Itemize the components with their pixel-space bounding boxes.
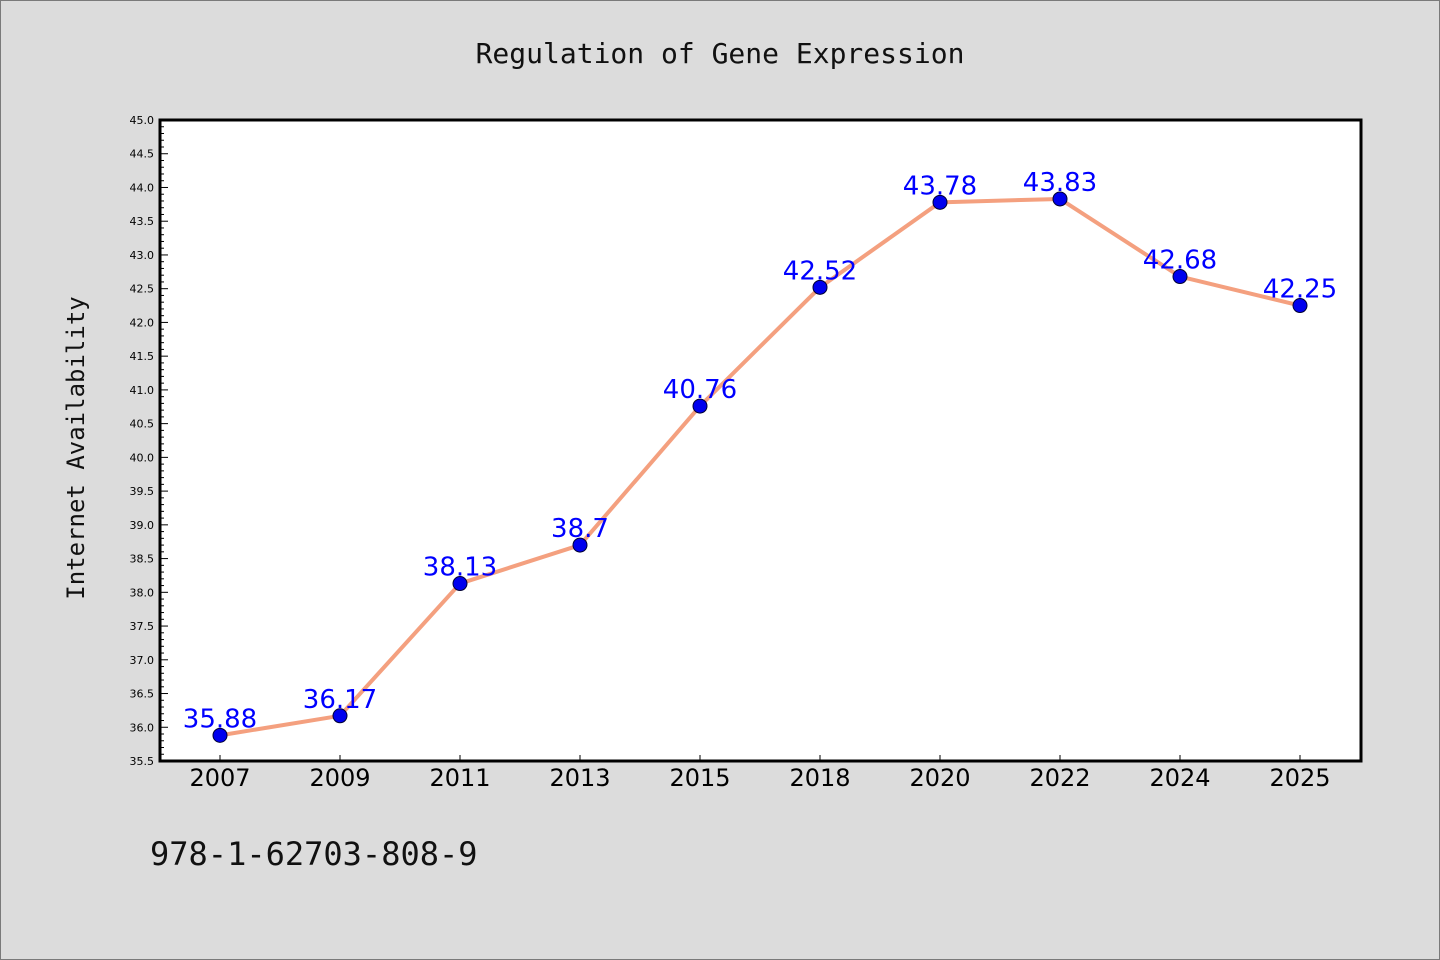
- data-label: 36.17: [303, 685, 377, 715]
- y-tick-label: 45.0: [130, 114, 155, 127]
- data-label: 40.76: [663, 375, 737, 405]
- y-tick-label: 42.5: [130, 283, 155, 296]
- y-tick-label: 43.5: [130, 215, 155, 228]
- data-point: [212, 727, 228, 743]
- series-layer: 35.88 36.17 38.13 38.7 40.76 42.52 43.78 43.83 4…: [183, 168, 1337, 743]
- data-label: 43.83: [1023, 168, 1097, 198]
- data-label: 42.25: [1263, 275, 1337, 305]
- data-point: [452, 576, 468, 592]
- series-line: [219, 196, 1301, 738]
- y-axis-label: Internet Availability: [62, 296, 90, 599]
- y-tick-label: 36.0: [130, 721, 155, 734]
- data-point: [812, 279, 828, 295]
- data-label: 35.88: [183, 704, 257, 734]
- x-tick-label: 2011: [429, 764, 490, 792]
- x-tick-label: 2018: [789, 764, 850, 792]
- y-tick-label: 38.5: [130, 553, 155, 566]
- x-tick-label: 2024: [1149, 764, 1210, 792]
- plot-border: [158, 118, 1363, 763]
- data-label: 38.13: [423, 553, 497, 583]
- data-point: [692, 398, 708, 414]
- x-tick-label: 2015: [669, 764, 730, 792]
- y-tick-label: 37.5: [130, 620, 155, 633]
- data-label: 38.7: [551, 514, 609, 544]
- data-label: 42.52: [783, 256, 857, 286]
- data-point: [932, 194, 948, 210]
- y-tick-label: 41.5: [130, 350, 155, 363]
- data-point: [1052, 191, 1068, 207]
- y-tick-label: 44.0: [130, 181, 155, 194]
- x-tick-label: 2009: [309, 764, 370, 792]
- y-tick-label: 40.0: [130, 451, 155, 464]
- y-tick-label: 41.0: [130, 384, 155, 397]
- x-tick-label: 2020: [909, 764, 970, 792]
- y-tick-label: 42.0: [130, 316, 155, 329]
- x-tick-label: 2025: [1269, 764, 1330, 792]
- y-tick-label: 43.0: [130, 249, 155, 262]
- data-label: 43.78: [903, 171, 977, 201]
- x-tick-label: 2013: [549, 764, 610, 792]
- y-tick-label: 36.5: [130, 688, 155, 701]
- isbn-note: 978-1-62703-808-9: [150, 835, 478, 873]
- x-tick-label: 2022: [1029, 764, 1090, 792]
- data-point: [1172, 269, 1188, 285]
- y-tick-label: 38.0: [130, 586, 155, 599]
- y-tick-label: 44.5: [130, 148, 155, 161]
- data-point: [572, 537, 588, 553]
- plot-area: [160, 120, 1361, 761]
- data-label: 42.68: [1143, 246, 1217, 276]
- y-tick-label: 35.5: [130, 755, 155, 768]
- y-tick-label: 39.5: [130, 485, 155, 498]
- y-tick-label: 40.5: [130, 418, 155, 431]
- y-tick-label: 37.0: [130, 654, 155, 667]
- data-point: [1292, 298, 1308, 314]
- chart-title: Regulation of Gene Expression: [476, 37, 965, 70]
- y-tick-label: 39.0: [130, 519, 155, 532]
- data-point: [332, 708, 348, 724]
- x-tick-label: 2007: [189, 764, 250, 792]
